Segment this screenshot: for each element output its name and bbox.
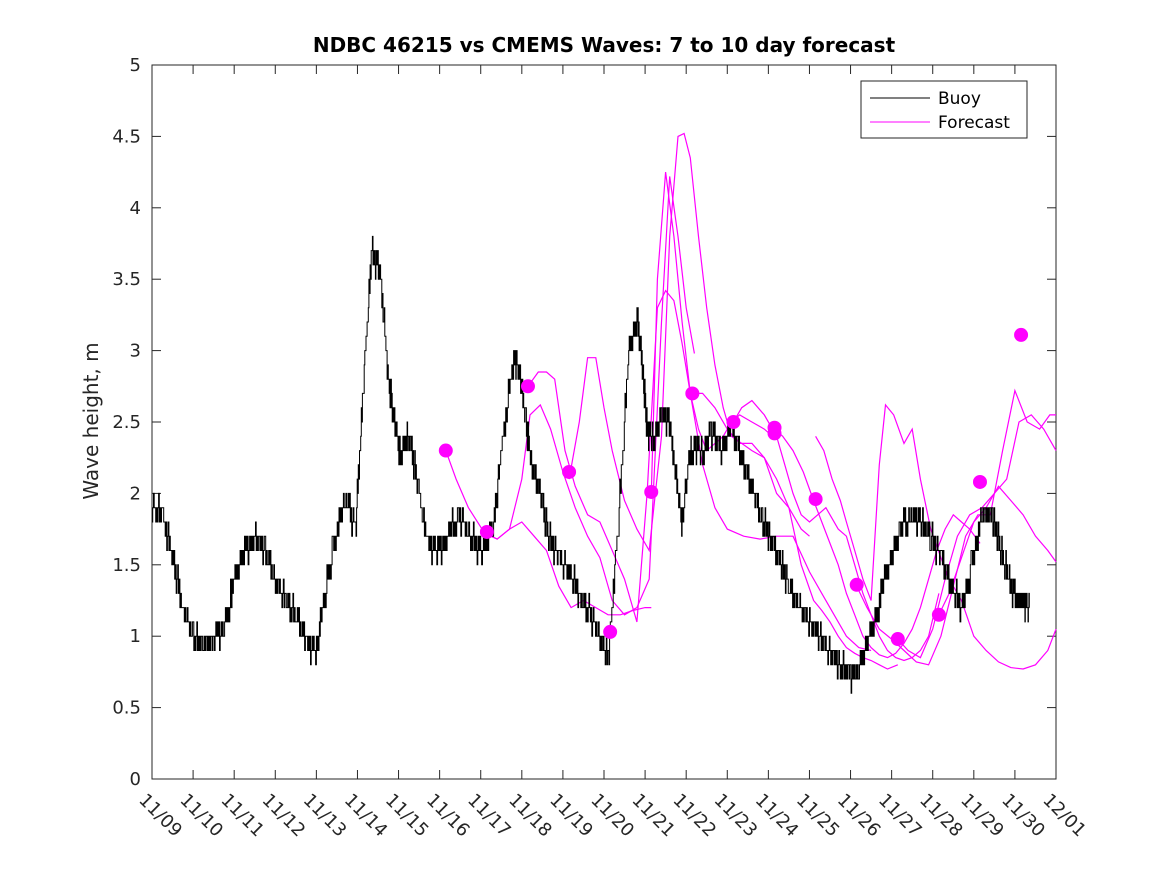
y-tick-label: 2.5 (112, 412, 141, 433)
y-tick-label: 4.5 (112, 126, 141, 147)
y-tick-label: 1.5 (112, 555, 141, 576)
forecast-start-point (520, 379, 535, 394)
y-tick-label: 0 (130, 769, 141, 790)
forecast-start-point (931, 607, 946, 622)
y-tick-label: 3.5 (112, 269, 141, 290)
forecast-line (568, 132, 810, 553)
forecast-line (650, 172, 872, 652)
legend-buoy-label: Buoy (938, 89, 981, 109)
forecast-start-point (972, 474, 987, 489)
forecast-line (692, 392, 899, 670)
forecast-start-point (890, 632, 905, 647)
forecast-start-point (808, 492, 823, 507)
y-tick-label: 0.5 (112, 698, 141, 719)
forecast-line (938, 485, 1057, 616)
forecast-start-point (644, 484, 659, 499)
forecast-line (897, 414, 1057, 659)
forecast-start-point (849, 577, 864, 592)
buoy-line (152, 235, 1030, 694)
y-tick-label: 2 (130, 483, 141, 504)
forecast-start-point (685, 386, 700, 401)
forecast-start-point (767, 426, 782, 441)
legend-box (860, 80, 1028, 139)
forecast-start-point (726, 415, 741, 429)
y-tick-label: 1 (130, 626, 141, 647)
y-tick-label: 4 (130, 198, 141, 219)
legend: Buoy Forecast (860, 80, 1028, 139)
forecast-start-point (603, 624, 618, 639)
forecast-start-point (562, 464, 577, 479)
chart-title: NDBC 46215 vs CMEMS Waves: 7 to 10 day f… (313, 33, 896, 57)
y-tick-label: 3 (130, 341, 141, 362)
forecast-line (484, 176, 695, 616)
legend-forecast-label: Forecast (938, 113, 1010, 133)
forecast-line (856, 388, 1056, 666)
forecast-start-point (1014, 327, 1029, 342)
forecast-line (815, 403, 1057, 670)
y-axis-label: Wave height, m (79, 342, 103, 499)
forecast-start-point (479, 524, 494, 539)
forecast-start-point (438, 443, 453, 458)
y-tick-label: 5 (130, 55, 141, 76)
